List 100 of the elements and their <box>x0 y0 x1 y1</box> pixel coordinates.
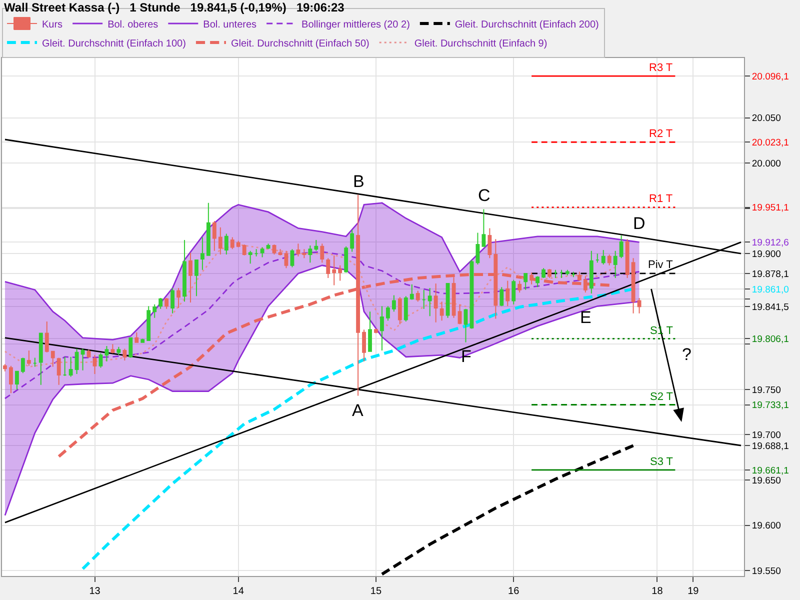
candlestick <box>212 220 216 252</box>
candlestick <box>308 244 312 264</box>
annotation: B <box>353 172 364 191</box>
candlestick <box>260 246 264 258</box>
candlestick <box>9 365 13 394</box>
legend-label: Gleit. Durchschnitt (Einfach 200) <box>454 19 599 30</box>
candlestick <box>26 350 31 366</box>
candlestick <box>266 243 270 250</box>
annotation: A <box>352 401 364 420</box>
legend-label: Gleit. Durchschnitt (Einfach 100) <box>42 38 186 50</box>
candlestick <box>613 250 618 279</box>
candlestick <box>32 357 37 368</box>
candlestick <box>607 254 612 266</box>
line-series <box>4 251 640 400</box>
candlestick <box>3 364 7 372</box>
candlestick <box>68 356 73 378</box>
y-tick-label: 19.661,1 <box>752 465 789 476</box>
candlestick <box>290 248 294 268</box>
candlestick <box>134 332 139 343</box>
y-tick-label: 20.023,1 <box>752 137 789 148</box>
candlestick <box>488 228 492 259</box>
candlestick <box>56 357 61 386</box>
annotation: D <box>633 214 646 233</box>
series-label: R3 T <box>649 62 673 74</box>
candlestick <box>446 282 450 318</box>
candlestick <box>637 297 642 314</box>
line-series <box>4 244 616 368</box>
candlestick <box>236 240 240 248</box>
candlestick <box>314 240 318 252</box>
x-tick-label: 14 <box>232 586 244 597</box>
candlestick <box>458 304 462 325</box>
candlestick <box>512 279 516 305</box>
candlestick <box>278 248 282 256</box>
candlestick <box>464 308 468 343</box>
candlestick <box>200 236 204 270</box>
candlestick <box>224 233 228 256</box>
candlestick <box>482 208 486 247</box>
line-series <box>380 444 635 576</box>
candlestick <box>410 284 414 300</box>
candlestick <box>368 311 372 352</box>
candlestick <box>164 297 169 310</box>
x-tick-label: 18 <box>652 586 664 597</box>
y-tick-label: 19.806,1 <box>752 334 789 345</box>
candlestick <box>554 269 558 279</box>
candlestick <box>625 238 630 279</box>
x-tick-label: 19 <box>688 586 700 597</box>
y-tick-label: 19.650 <box>752 475 781 486</box>
x-tick-label: 15 <box>370 586 382 597</box>
candlestick <box>589 250 594 294</box>
candlestick <box>296 243 300 257</box>
candlestick <box>152 304 157 318</box>
candlestick <box>398 296 402 325</box>
candlestick <box>86 349 91 358</box>
candlestick <box>518 280 522 294</box>
candlestick <box>302 248 306 259</box>
candlestick <box>416 290 420 302</box>
y-tick-label: 19.733,1 <box>752 400 789 412</box>
candlestick <box>350 230 354 252</box>
legend-label: Gleit. Durchschnitt (Einfach 50) <box>230 38 370 50</box>
candlestick <box>404 296 408 322</box>
series-label: S2 T <box>650 391 674 403</box>
candlestick <box>254 248 258 257</box>
candlestick <box>182 240 186 302</box>
candlestick <box>566 269 570 276</box>
candlestick <box>284 250 288 269</box>
y-tick-label: 20.000 <box>752 158 781 170</box>
candlestick <box>44 321 49 353</box>
candlestick <box>62 356 67 376</box>
legend-label: Bol. unteres <box>203 19 257 30</box>
candlestick <box>50 350 55 368</box>
candlestick <box>601 249 606 265</box>
y-tick-label: 19.600 <box>752 520 781 532</box>
candlestick <box>583 276 588 294</box>
candlestick <box>158 297 163 310</box>
candlestick <box>434 282 438 323</box>
candlestick <box>524 273 528 290</box>
y-tick-label: 19.750 <box>752 384 781 396</box>
candlestick <box>595 253 600 264</box>
candlestick <box>332 254 336 286</box>
candlestick <box>560 269 564 279</box>
y-tick-label: 20.096,1 <box>752 71 789 82</box>
candlestick <box>206 202 210 256</box>
legend-label: Gleit. Durchschnitt (Einfach 9) <box>414 38 548 50</box>
chart-title: Wall Street Kassa (-) 1 Stunde 19.841,5 (-0,19%) 19:06:23 <box>4 0 345 14</box>
y-tick-label: 19.951,1 <box>752 202 789 214</box>
annotation: E <box>580 308 592 327</box>
series-label: R2 T <box>649 128 673 140</box>
candlestick <box>128 337 133 358</box>
candlestick <box>14 370 19 390</box>
candlestick <box>619 235 624 259</box>
legend-label: Bol. oberes <box>108 19 158 30</box>
y-tick-label: 19.878,1 <box>752 268 789 280</box>
candlestick <box>230 236 234 250</box>
candlestick <box>80 348 85 371</box>
candlestick <box>38 332 43 386</box>
candlestick <box>571 271 576 278</box>
candlestick <box>476 232 480 265</box>
candlestick <box>242 244 246 256</box>
annotation: C <box>478 186 490 205</box>
candlestick <box>428 288 432 317</box>
